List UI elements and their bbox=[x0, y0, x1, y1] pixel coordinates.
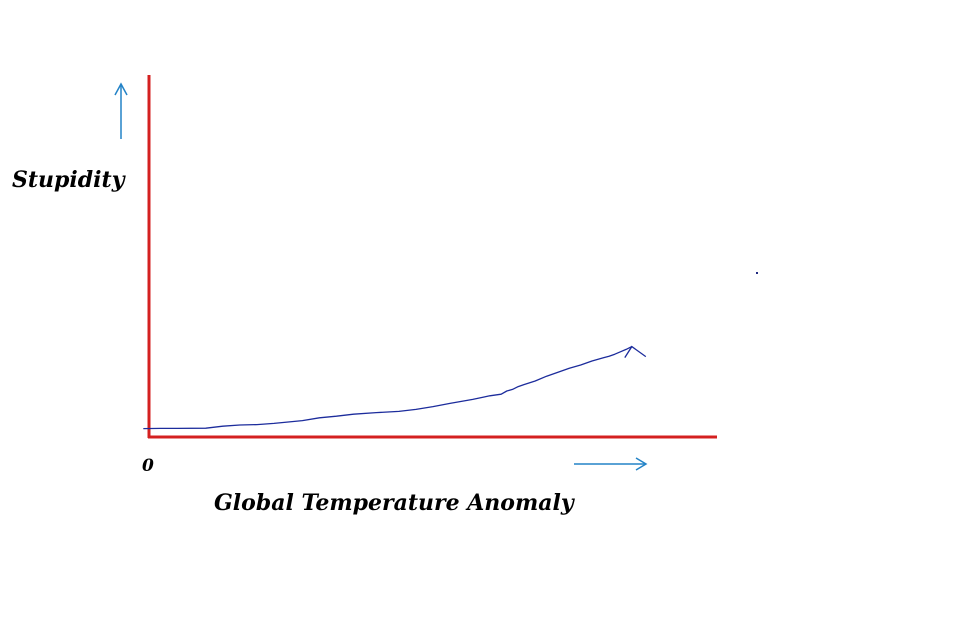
y-direction-arrowhead bbox=[114, 82, 128, 96]
curve-arrowhead bbox=[624, 345, 647, 358]
x-axis-label: Global Temperature Anomaly bbox=[214, 490, 574, 516]
series-curve bbox=[143, 346, 633, 430]
stray-dot bbox=[756, 272, 758, 274]
origin-label: 0 bbox=[142, 456, 154, 476]
y-axis-label: Stupidity bbox=[12, 167, 125, 193]
x-direction-arrowhead bbox=[635, 457, 648, 471]
